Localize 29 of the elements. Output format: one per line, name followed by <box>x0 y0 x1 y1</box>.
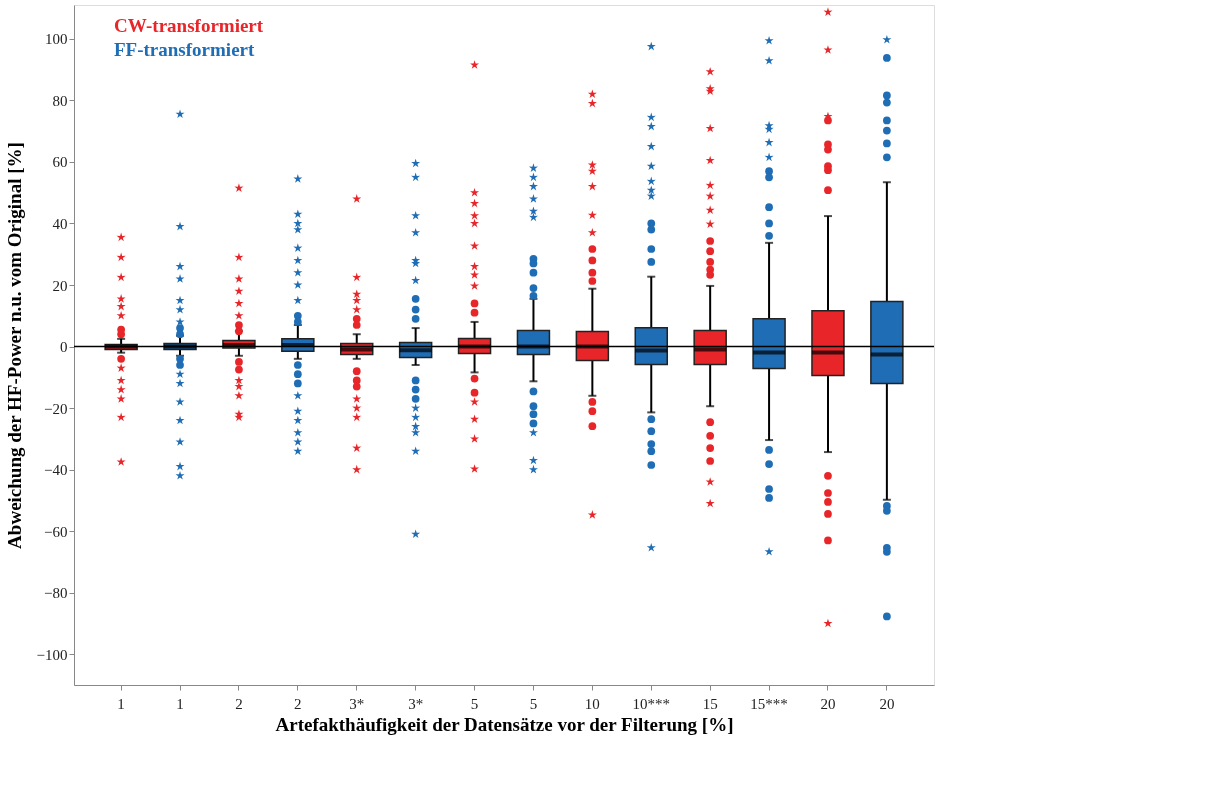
x-tick-label: 5 <box>470 695 479 712</box>
x-tick-label: 20 <box>879 695 895 712</box>
x-tick-label: 15*** <box>750 695 788 712</box>
x-tick-label: 10 <box>584 695 600 712</box>
x-tick-label: 5 <box>529 695 538 712</box>
x-tick-label: 2 <box>294 695 302 712</box>
y-tick-label: −40 <box>44 462 68 479</box>
y-tick-label: −100 <box>36 646 68 663</box>
y-tick-label: 60 <box>52 154 68 171</box>
x-tick-label: 20 <box>820 695 836 712</box>
y-tick-label: 0 <box>60 339 68 356</box>
text: CW-transformiert <box>114 15 264 36</box>
x-tick-label: 3* <box>408 695 424 712</box>
y-tick-label: −60 <box>44 523 68 540</box>
x-axis-title: Artefakthäufigkeit der Datensätze vor der Filterung [%] <box>275 713 734 735</box>
x-tick-label: 2 <box>235 695 243 712</box>
y-tick-label: 100 <box>45 31 68 48</box>
y-axis-title: Abweichung der HF-Power n.u. vom Original [%] <box>3 142 25 549</box>
y-tick-label: −20 <box>44 400 68 417</box>
y-tick-label: 80 <box>52 92 68 109</box>
y-tick-label: 20 <box>52 277 68 294</box>
y-tick-label: −80 <box>44 585 68 602</box>
x-tick-label: 1 <box>117 695 125 712</box>
x-tick-label: 10*** <box>632 695 671 712</box>
x-tick-label: 1 <box>176 695 184 712</box>
x-tick-label: 3* <box>349 695 365 712</box>
x-tick-label: 15 <box>702 695 718 712</box>
y-tick-label: 40 <box>52 215 68 232</box>
text: FF-transformiert <box>114 39 255 60</box>
